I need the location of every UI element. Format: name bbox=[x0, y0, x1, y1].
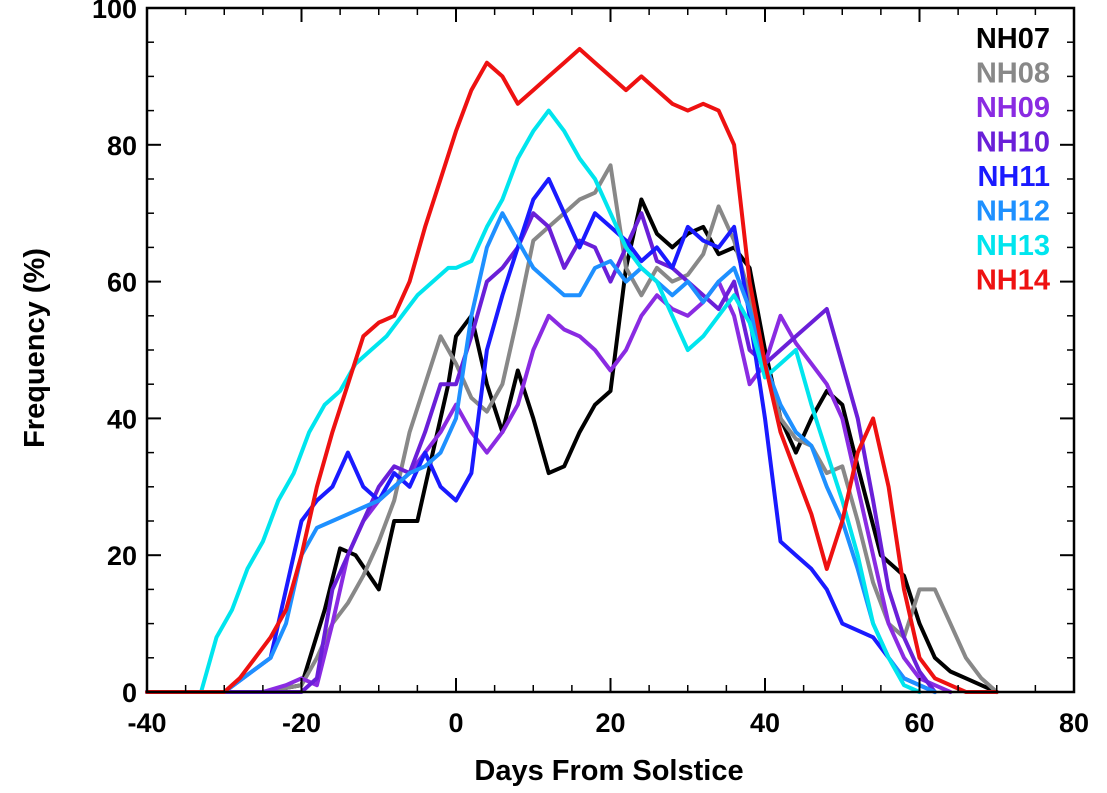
legend-entry-nh10: NH10 bbox=[976, 127, 1050, 159]
legend-entry-nh14: NH14 bbox=[976, 265, 1050, 297]
y-axis-title: Frequency (%) bbox=[19, 248, 51, 448]
x-tick-label: 20 bbox=[595, 708, 625, 738]
series-line-nh08 bbox=[145, 163, 999, 694]
x-tick-label: 60 bbox=[904, 708, 934, 738]
y-tick-label: 60 bbox=[107, 268, 137, 298]
legend-entry-nh11: NH11 bbox=[977, 161, 1050, 193]
x-tick-label: 0 bbox=[448, 708, 463, 738]
legend-entry-nh07: NH07 bbox=[976, 23, 1050, 55]
y-tick-label: 0 bbox=[122, 678, 137, 708]
series-line-nh12 bbox=[145, 211, 937, 694]
series-line-nh11 bbox=[145, 177, 937, 694]
series-line-nh14 bbox=[145, 47, 999, 694]
series-line-nh13 bbox=[145, 108, 922, 694]
y-tick-label: 20 bbox=[107, 541, 137, 571]
series-line-nh09 bbox=[145, 279, 953, 694]
series-line-nh10 bbox=[145, 211, 937, 694]
y-tick-label: 100 bbox=[92, 0, 137, 24]
x-axis-title: Days From Solstice bbox=[474, 755, 743, 787]
x-tick-label: 40 bbox=[750, 708, 780, 738]
legend-entry-nh13: NH13 bbox=[976, 230, 1050, 262]
series-layer bbox=[145, 47, 999, 694]
y-tick-label: 40 bbox=[107, 404, 137, 434]
x-tick-label: -20 bbox=[282, 708, 321, 738]
y-tick-label: 80 bbox=[107, 131, 137, 161]
legend-entry-nh08: NH08 bbox=[976, 58, 1050, 90]
legend-entry-nh09: NH09 bbox=[976, 92, 1050, 124]
x-tick-label: -40 bbox=[127, 708, 166, 738]
x-tick-label: 80 bbox=[1059, 708, 1089, 738]
legend-entry-nh12: NH12 bbox=[976, 196, 1050, 228]
axes: -40 -20 0 20 40 60 80 0 20 40 60 80 100 bbox=[92, 0, 1089, 738]
